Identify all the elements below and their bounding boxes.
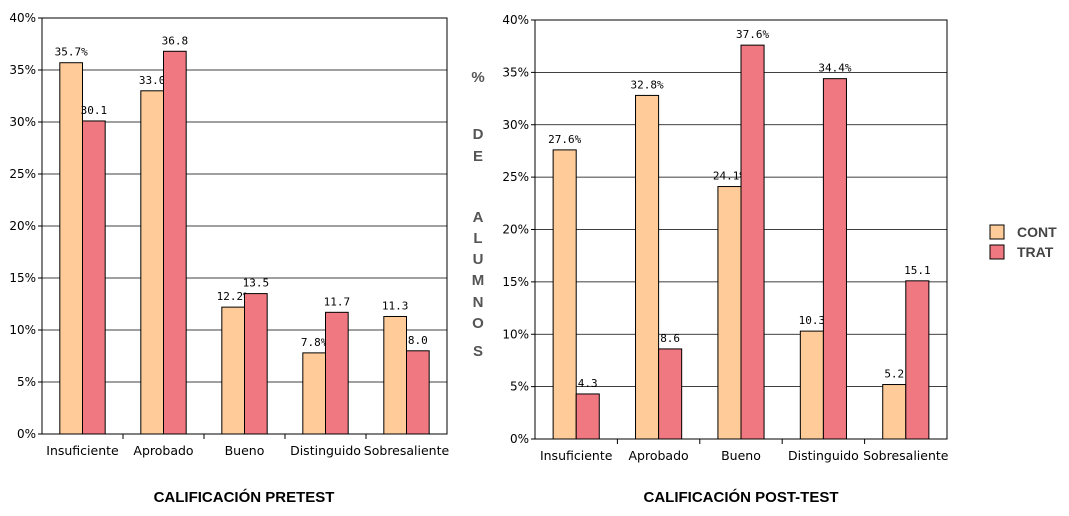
legend-label: CONT [1017,224,1057,240]
x-tick-label: Insuficiente [46,443,119,458]
y-axis-title-letter: L [473,230,482,247]
y-axis-title-letter: E [473,148,483,165]
y-axis-title-letter: S [473,343,483,360]
data-label: 15.1 [904,264,931,277]
bar-treatment [905,280,930,440]
x-tick-label: Aprobado [133,443,193,458]
y-tick-label: 25% [9,167,36,181]
y-tick-label: 0% [510,432,529,446]
y-tick-label: 0% [17,427,36,441]
y-tick-label: 35% [502,65,529,79]
posttest-chart: 0% 5% 10% 15% 20% 25% 30% 35% 40% Insuficiente 27.… [502,13,948,506]
data-label: 4.3 [578,377,598,390]
y-tick-label: 10% [502,327,529,341]
y-tick-label: 5% [17,375,36,389]
x-tick-label: Aprobado [629,448,689,463]
y-axis-title-letter: U [473,251,484,268]
data-label: 37.6% [736,28,769,41]
y-axis-title-letter: D [473,126,484,143]
bar-control [635,94,660,440]
data-label: 27.6% [548,133,581,146]
bar-treatment [822,78,847,440]
y-tick-label: 15% [502,275,529,289]
y-tick-label: 40% [502,13,529,27]
bar-control [140,90,165,435]
y-axis-title-letter: N [473,294,484,311]
y-tick-label: 30% [9,115,36,129]
data-label: 11.3 [382,299,409,312]
y-axis-title-letter: % [471,69,484,86]
bar-treatment [82,120,106,435]
bar-control [717,186,742,440]
bar-control [59,62,83,435]
data-label: 7.8% [301,336,328,349]
y-tick-label: 20% [9,219,36,233]
bar-treatment [740,44,765,440]
x-tick-label: Bueno [721,448,761,463]
chart-title: CALIFICACIÓN POST-TEST [644,488,839,506]
y-axis-title-letter: O [472,315,484,332]
y-tick-label: 40% [9,11,36,25]
bar-treatment [244,293,268,435]
data-label: 13.5 [243,277,270,290]
legend-label: TRAT [1017,244,1054,260]
data-label: 30.1 [81,104,108,117]
data-label: 32.8% [631,78,664,91]
data-label: 34.4% [818,62,851,75]
data-label: 5.2 [884,368,904,381]
x-tick-label: Bueno [225,443,265,458]
legend: CONT TRAT [989,224,1057,260]
y-tick-label: 30% [502,118,529,132]
x-tick-label: Distinguido [290,443,361,458]
bar-control [799,330,824,440]
bar-treatment [658,348,683,440]
chart-title: CALIFICACIÓN PRETEST [154,488,335,506]
y-tick-label: 20% [502,223,529,237]
x-tick-label: Sobresaliente [364,443,450,458]
x-tick-label: Insuficiente [540,448,613,463]
bar-treatment [406,350,430,435]
bar-treatment [575,393,600,440]
data-label: 8.6 [660,332,680,345]
data-label: 12.2% [217,290,250,303]
bar-control [383,315,408,435]
data-label: 33.0 [139,74,166,87]
y-tick-label: 5% [510,380,529,394]
data-label: 8.0 [408,334,428,347]
y-axis-title-letter: M [472,272,485,289]
legend-swatch-treatment [989,244,1005,260]
data-label: 10.3 [799,314,826,327]
y-tick-label: 15% [9,271,36,285]
bar-treatment [163,50,187,435]
bar-control [882,384,907,440]
x-tick-label: Sobresaliente [863,448,949,463]
y-axis-title-letter: A [473,209,484,226]
data-label: 36.8 [162,34,189,47]
y-tick-label: 10% [9,323,36,337]
data-label: 35.7% [55,46,88,59]
bar-control [302,352,327,435]
x-tick-label: Distinguido [788,448,859,463]
data-label: 11.7 [324,295,351,308]
data-label: 24.1% [713,170,746,183]
legend-swatch-control [989,224,1005,240]
bar-control [552,149,577,440]
y-tick-label: 25% [502,170,529,184]
bar-treatment [325,311,349,435]
y-tick-label: 35% [9,63,36,77]
pretest-chart: 0% 5% 10% 15% 20% 25% 30% 35% 40% Insuficiente 35.… [9,11,449,506]
bar-control [221,306,246,435]
